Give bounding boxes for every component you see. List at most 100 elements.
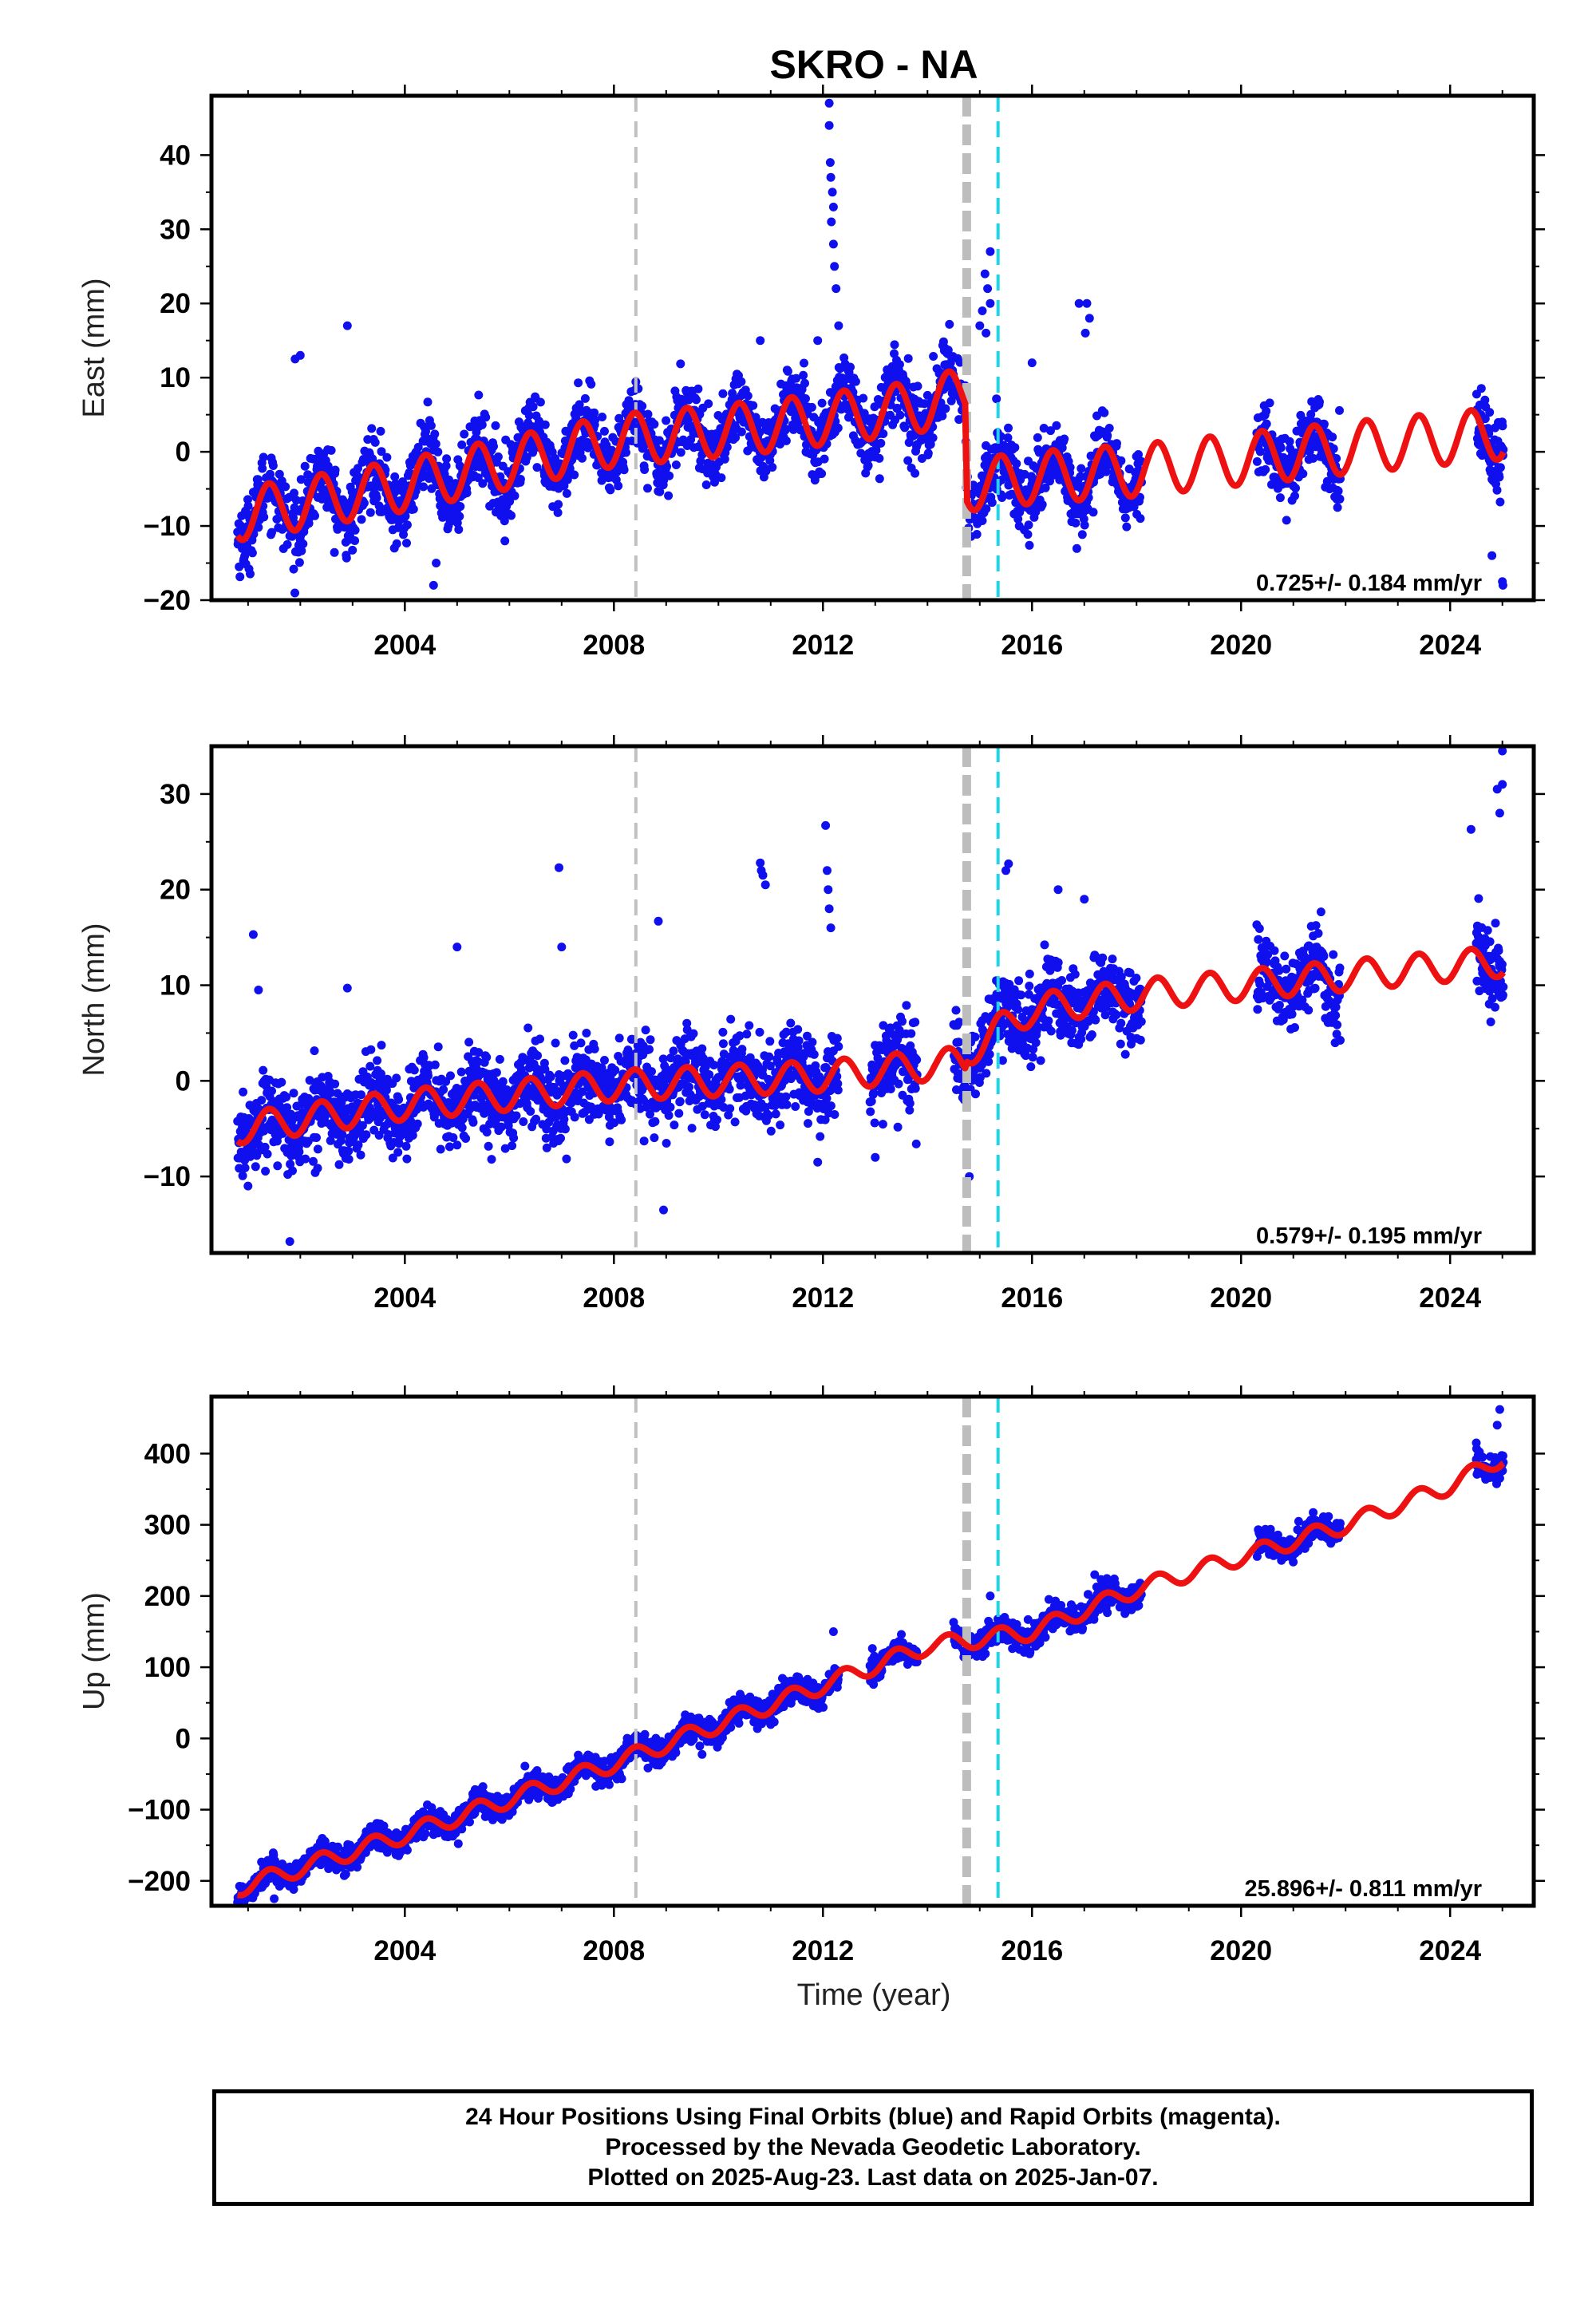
data-point	[431, 439, 440, 449]
data-point	[460, 429, 469, 439]
data-point	[277, 1077, 286, 1087]
data-point	[863, 460, 873, 470]
data-point	[259, 453, 268, 462]
x-tick-label: 2016	[1001, 630, 1063, 661]
data-point	[1495, 463, 1505, 472]
data-point	[456, 502, 465, 512]
y-tick-label: 10	[160, 362, 191, 393]
data-point	[951, 1006, 961, 1015]
data-point	[540, 420, 550, 429]
final-orbit-series	[233, 98, 1508, 598]
data-point	[430, 1060, 440, 1069]
data-point	[985, 1049, 994, 1059]
data-point	[768, 463, 777, 472]
data-point	[941, 404, 950, 413]
data-point	[456, 1067, 466, 1077]
data-point	[1087, 1030, 1096, 1039]
data-point	[971, 1089, 980, 1099]
data-point	[413, 442, 423, 452]
data-point	[491, 421, 500, 430]
data-point	[445, 1142, 454, 1152]
x-tick-label: 2004	[373, 1282, 436, 1314]
data-point	[720, 454, 729, 464]
data-point	[495, 1054, 504, 1064]
data-point	[448, 1133, 458, 1142]
data-point	[359, 498, 369, 508]
outlier-point	[295, 350, 305, 360]
data-point	[1033, 433, 1042, 442]
east-panel: 2004 2008 2012 2016 2020 2024−20−10010203040E…	[77, 85, 1545, 661]
data-point	[240, 551, 250, 561]
data-point	[689, 1029, 698, 1038]
data-point	[782, 1100, 792, 1109]
data-point	[350, 525, 360, 535]
data-point	[647, 1067, 656, 1077]
y-tick-label: 30	[160, 214, 191, 245]
data-point	[1319, 419, 1329, 429]
data-point	[1057, 976, 1067, 985]
data-point	[911, 1084, 920, 1093]
data-point	[866, 1107, 875, 1117]
data-point	[1476, 384, 1486, 393]
data-point	[982, 1069, 991, 1078]
data-point	[816, 1132, 825, 1141]
x-tick-label: 2012	[792, 1282, 854, 1314]
data-point	[313, 1164, 322, 1173]
data-point	[532, 463, 542, 472]
data-point	[350, 536, 360, 545]
data-point	[452, 1140, 462, 1150]
data-point	[807, 402, 816, 412]
data-point	[258, 464, 267, 473]
data-point	[580, 393, 590, 403]
data-point	[1136, 1017, 1146, 1026]
data-point	[1254, 935, 1263, 944]
data-point	[614, 481, 623, 491]
data-point	[669, 1046, 678, 1056]
outlier-point	[986, 298, 995, 308]
data-point	[1255, 447, 1265, 456]
data-point	[655, 487, 665, 496]
data-point	[1306, 409, 1316, 419]
data-point	[1024, 520, 1033, 530]
data-point	[737, 1045, 747, 1054]
data-point	[535, 397, 545, 407]
outlier-point	[828, 202, 838, 211]
data-point	[365, 1061, 375, 1071]
data-point	[928, 433, 938, 443]
y-tick-label: 0	[176, 437, 191, 468]
data-point	[243, 495, 252, 504]
data-point	[591, 415, 600, 425]
data-point	[487, 1155, 496, 1164]
data-point	[662, 462, 672, 472]
data-point	[826, 1101, 836, 1111]
data-point	[1013, 514, 1023, 524]
data-point	[253, 475, 263, 484]
data-point	[793, 1025, 803, 1034]
x-tick-label: 2012	[792, 630, 854, 661]
data-point	[393, 1148, 403, 1157]
x-tick-label: 2008	[583, 630, 645, 661]
data-point	[903, 354, 913, 363]
data-point	[822, 1093, 832, 1103]
data-point	[560, 1056, 570, 1065]
data-point	[455, 512, 464, 521]
data-point	[361, 1130, 371, 1140]
data-point	[500, 536, 510, 546]
outlier-point	[756, 336, 765, 346]
outlier-point	[826, 172, 836, 182]
data-point	[638, 401, 647, 411]
data-point	[718, 1039, 728, 1049]
data-point	[526, 1107, 535, 1117]
data-point	[1315, 397, 1324, 407]
data-point	[765, 1037, 775, 1046]
outlier-point	[975, 321, 985, 330]
data-point	[1100, 408, 1109, 417]
data-point	[912, 1055, 922, 1065]
data-point	[713, 1115, 721, 1124]
outlier-point	[827, 217, 836, 227]
data-point	[251, 1162, 260, 1172]
y-tick-label: 30	[160, 779, 191, 810]
data-point	[402, 520, 412, 530]
data-point	[1495, 497, 1505, 507]
